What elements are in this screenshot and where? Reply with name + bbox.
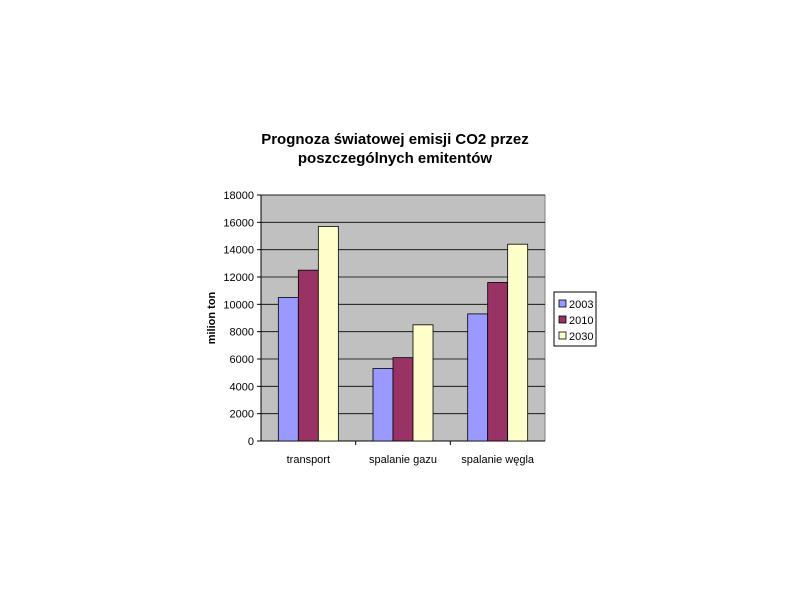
bar-2030-1	[412, 324, 434, 442]
y-tick-label: 2000	[230, 409, 254, 421]
legend: 2003 2010 2030	[553, 291, 597, 347]
legend-swatch-2010	[558, 315, 567, 324]
y-tick-label: 4000	[230, 381, 254, 393]
bar-2010-2	[487, 282, 509, 442]
bar-2010-0	[297, 269, 319, 442]
plot-area: 0 2000 4000 6000 8000 10000 12000 14000 16000 180…	[206, 190, 546, 466]
legend-label-2010: 2010	[569, 315, 593, 327]
y-tick-label: 0	[248, 436, 254, 448]
legend-swatch-2030	[558, 331, 567, 340]
bar-2010-1	[392, 357, 414, 442]
legend-swatch-2003	[558, 299, 567, 308]
bar-2003-2	[467, 313, 489, 442]
y-axis-label: milion ton	[206, 291, 218, 344]
chart-title-line-2: poszczególnych emitentów	[297, 150, 493, 167]
bar-2030-2	[507, 243, 529, 442]
x-tick-label: transport	[287, 454, 330, 466]
y-tick-label: 10000	[223, 299, 254, 311]
y-tick-label: 12000	[223, 272, 254, 284]
y-tick-label: 6000	[230, 354, 254, 366]
bar-2030-0	[317, 226, 339, 442]
bar-2003-1	[372, 368, 394, 442]
x-tick-label: spalanie gazu	[369, 454, 437, 466]
y-tick-label: 18000	[223, 190, 254, 202]
legend-label-2003: 2003	[569, 299, 593, 311]
chart-title-line-1: Prognoza światowej emisji CO2 przez	[261, 131, 529, 148]
x-tick-label: spalanie węgla	[461, 454, 535, 466]
legend-label-2030: 2030	[569, 331, 593, 343]
y-tick-label: 14000	[223, 245, 254, 257]
y-tick-label: 8000	[230, 327, 254, 339]
y-tick-label: 16000	[223, 217, 254, 229]
bar-2003-0	[277, 297, 299, 442]
